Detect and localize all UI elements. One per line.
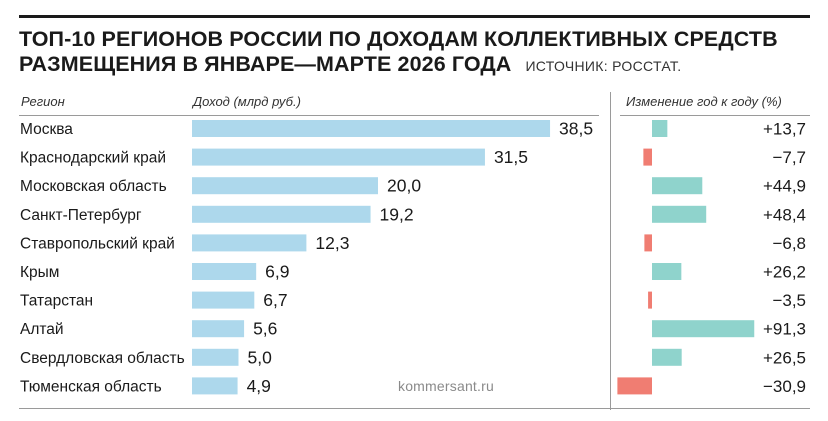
region-label: Московская область — [20, 178, 167, 195]
income-bar — [192, 291, 255, 309]
column-header-region: Регион — [21, 94, 65, 109]
column-divider — [610, 92, 611, 410]
change-bar — [652, 320, 755, 338]
income-value-label: 12,3 — [315, 233, 349, 253]
income-bar — [192, 377, 238, 395]
column-header-change: Изменение год к году (%) — [626, 94, 782, 109]
region-label: Санкт-Петербург — [20, 207, 142, 224]
header-rule-right — [620, 115, 810, 116]
chart-title-line2-text: РАЗМЕЩЕНИЯ В ЯНВАРЕ—МАРТЕ 2026 ГОДА — [19, 52, 512, 76]
change-bar — [617, 377, 652, 395]
income-value-label: 6,7 — [263, 290, 287, 310]
income-value-label: 6,9 — [265, 262, 289, 282]
region-label: Свердловская область — [20, 350, 185, 367]
change-value-label: +26,2 — [763, 263, 806, 282]
change-value-label: −30,9 — [763, 377, 806, 396]
region-label: Татарстан — [20, 293, 93, 310]
header-rule-left — [19, 115, 599, 116]
change-bar — [652, 120, 668, 137]
income-bar — [192, 263, 257, 280]
income-value-label: 5,6 — [253, 319, 277, 339]
region-label: Тюменская область — [20, 378, 162, 395]
change-value-label: +91,3 — [763, 320, 806, 339]
change-bar — [643, 148, 652, 166]
income-bar — [192, 234, 307, 252]
income-value-label: 4,9 — [247, 376, 271, 396]
region-label: Алтай — [20, 321, 64, 338]
change-value-label: +13,7 — [763, 120, 806, 139]
income-bar — [192, 320, 245, 338]
change-value-label: −7,7 — [772, 148, 806, 167]
column-header-income: Доход (млрд руб.) — [193, 94, 301, 109]
region-label: Москва — [20, 121, 73, 138]
change-value-label: +48,4 — [763, 205, 806, 224]
income-value-label: 20,0 — [387, 176, 421, 196]
change-value-label: −6,8 — [772, 234, 806, 253]
region-label: Ставропольский край — [20, 235, 175, 252]
change-bar — [652, 263, 682, 280]
chart-title-line1: ТОП-10 РЕГИОНОВ РОССИИ ПО ДОХОДАМ КОЛЛЕК… — [19, 27, 778, 51]
income-bar — [192, 120, 551, 137]
income-bar — [192, 348, 239, 366]
income-bar — [192, 205, 371, 223]
income-value-label: 5,0 — [248, 347, 273, 367]
chart-title-line2: РАЗМЕЩЕНИЯ В ЯНВАРЕ—МАРТЕ 2026 ГОДА ИСТОЧ… — [19, 52, 819, 77]
change-bar — [644, 234, 652, 252]
income-value-label: 31,5 — [494, 147, 528, 167]
income-bar — [192, 148, 485, 166]
change-bar — [648, 291, 652, 309]
region-label: Крым — [20, 264, 59, 281]
income-value-label: 38,5 — [559, 119, 593, 139]
change-value-label: −3,5 — [772, 291, 806, 310]
change-bar — [652, 205, 707, 223]
watermark: kommersant.ru — [398, 378, 494, 394]
change-value-label: +26,5 — [763, 348, 806, 367]
bottom-rule — [19, 408, 810, 409]
region-label: Краснодарский край — [20, 150, 166, 167]
top-rule — [19, 15, 810, 18]
change-bar — [652, 177, 703, 195]
change-value-label: +44,9 — [763, 177, 806, 196]
source-note: ИСТОЧНИК: РОССТАТ. — [525, 58, 682, 74]
income-bar — [192, 177, 378, 195]
income-value-label: 19,2 — [380, 204, 414, 224]
change-bar — [652, 348, 682, 366]
